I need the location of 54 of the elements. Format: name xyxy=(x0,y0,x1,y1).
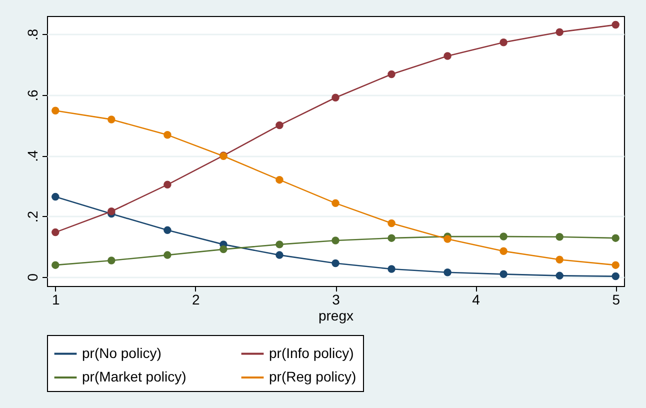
point xyxy=(276,251,284,259)
point xyxy=(52,261,60,269)
point xyxy=(276,240,284,248)
point xyxy=(52,106,60,115)
point xyxy=(276,176,284,184)
point xyxy=(444,52,452,60)
point xyxy=(388,265,396,273)
point xyxy=(108,256,116,264)
point xyxy=(444,235,452,243)
legend-label: pr(Reg policy) xyxy=(269,368,356,384)
point xyxy=(388,219,396,228)
x-tick-label: 3 xyxy=(332,292,340,308)
y-tick-label: .2 xyxy=(24,210,40,223)
point xyxy=(332,94,340,102)
point xyxy=(444,268,452,276)
point xyxy=(556,232,564,241)
point xyxy=(500,270,508,278)
point xyxy=(612,20,620,29)
point xyxy=(556,272,564,280)
point xyxy=(108,116,116,124)
point xyxy=(164,180,172,189)
point xyxy=(332,259,340,268)
x-tick-label: 4 xyxy=(472,292,480,308)
y-tick-label: .8 xyxy=(24,28,40,41)
x-tick-label: 2 xyxy=(192,292,200,308)
point xyxy=(164,131,172,139)
legend-label: pr(No policy) xyxy=(82,344,162,361)
point xyxy=(556,256,564,264)
point xyxy=(220,245,228,254)
point xyxy=(332,199,340,208)
point xyxy=(52,192,60,201)
point xyxy=(500,38,508,46)
point xyxy=(556,28,564,36)
legend-label: pr(Market policy) xyxy=(82,368,186,384)
point xyxy=(612,261,620,269)
point xyxy=(500,247,508,255)
point xyxy=(612,234,620,242)
point xyxy=(332,236,340,244)
y-tick-label: 0 xyxy=(24,273,40,282)
x-axis-title: pregx xyxy=(318,308,354,324)
point xyxy=(276,121,284,130)
x-tick-label: 1 xyxy=(52,292,60,308)
legend-label: pr(Info policy) xyxy=(269,344,354,361)
y-tick-label: .6 xyxy=(24,89,40,102)
point xyxy=(612,272,620,280)
point xyxy=(388,234,396,242)
y-tick-label: .4 xyxy=(24,150,40,162)
point xyxy=(388,70,396,78)
point xyxy=(52,228,60,236)
point xyxy=(108,208,116,216)
point xyxy=(164,226,172,234)
point xyxy=(500,232,508,240)
x-tick-label: 5 xyxy=(612,292,620,308)
point xyxy=(164,251,172,259)
